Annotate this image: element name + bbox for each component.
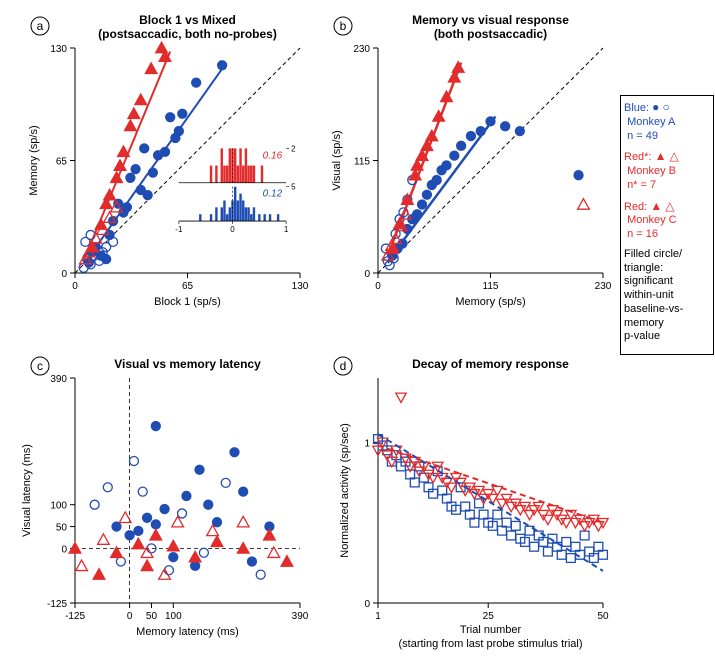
svg-text:0: 0: [61, 269, 67, 280]
svg-text:0: 0: [364, 269, 370, 280]
svg-text:390: 390: [50, 374, 67, 385]
svg-text:5: 5: [291, 183, 296, 192]
svg-text:390: 390: [292, 611, 309, 622]
svg-text:b: b: [340, 19, 347, 33]
svg-text:2: 2: [291, 144, 296, 153]
legend-redstar-n: n* = 7: [627, 179, 656, 191]
svg-text:Memory latency (ms): Memory latency (ms): [136, 626, 239, 638]
svg-text:-125: -125: [47, 599, 67, 610]
legend-redstar-monkey: Monkey B: [627, 165, 676, 177]
circle-open-icon: ○: [662, 100, 669, 114]
legend-red-monkey: Monkey C: [627, 214, 677, 226]
svg-text:Visual (sp/s): Visual (sp/s): [331, 130, 343, 190]
svg-text:1: 1: [364, 438, 370, 449]
svg-text:115: 115: [483, 281, 499, 292]
svg-text:25: 25: [483, 611, 495, 622]
svg-text:0: 0: [230, 225, 235, 234]
svg-text:1: 1: [284, 225, 289, 234]
svg-text:130: 130: [50, 44, 67, 55]
tri-open-icon: △: [665, 199, 674, 213]
svg-text:65: 65: [56, 157, 68, 168]
svg-text:0: 0: [127, 611, 133, 622]
svg-text:0.16: 0.16: [263, 150, 283, 161]
svg-text:Memory vs visual response: Memory vs visual response: [412, 13, 569, 27]
svg-text:(postsaccadic, both no-probes): (postsaccadic, both no-probes): [98, 27, 277, 41]
svg-text:Normalized activity (sp/sec): Normalized activity (sp/sec): [339, 423, 351, 557]
svg-text:Block 1 (sp/s): Block 1 (sp/s): [154, 296, 221, 308]
legend-red-label: Red:: [624, 201, 647, 213]
svg-text:Memory (sp/s): Memory (sp/s): [28, 125, 40, 195]
svg-text:Decay of memory response: Decay of memory response: [412, 357, 569, 371]
svg-text:Visual latency (ms): Visual latency (ms): [21, 444, 33, 537]
tri-filled-star-icon: ▲: [655, 149, 667, 163]
svg-text:a: a: [37, 19, 44, 33]
svg-text:65: 65: [182, 281, 194, 292]
svg-text:0: 0: [72, 281, 78, 292]
svg-text:Block 1 vs Mixed: Block 1 vs Mixed: [139, 13, 236, 27]
svg-text:Memory (sp/s): Memory (sp/s): [455, 296, 525, 308]
svg-text:50: 50: [597, 611, 609, 622]
svg-text:1: 1: [375, 611, 381, 622]
circle-filled-icon: ●: [652, 100, 659, 114]
svg-text:d: d: [340, 359, 347, 373]
tri-open-star-icon: △: [670, 149, 679, 163]
svg-text:0: 0: [61, 544, 67, 555]
legend-filled-note: Filled circle/ triangle: significant wit…: [624, 248, 710, 344]
svg-text:-1: -1: [175, 225, 183, 234]
legend-box: Blue: ● ○ Monkey A n = 49 Red*: ▲ △ Monk…: [620, 95, 714, 355]
svg-text:c: c: [37, 359, 43, 373]
svg-text:230: 230: [595, 281, 612, 292]
svg-text:-125: -125: [65, 611, 85, 622]
svg-text:115: 115: [354, 157, 370, 168]
legend-redstar-label: Red*:: [624, 151, 652, 163]
legend-blue-n: n = 49: [627, 130, 658, 142]
svg-text:0: 0: [375, 281, 381, 292]
svg-text:(both postsaccadic): (both postsaccadic): [434, 27, 547, 41]
svg-text:(starting from last probe stim: (starting from last probe stimulus trial…: [399, 638, 583, 650]
figure-svg: a Block 1 vs Mixed(postsaccadic, both no-…: [0, 0, 715, 664]
svg-text:Trial number: Trial number: [460, 624, 522, 636]
svg-text:Visual vs memory latency: Visual vs memory latency: [114, 357, 261, 371]
legend-redstar: Red*: ▲ △ Monkey B n* = 7: [624, 149, 710, 192]
tri-filled-icon: ▲: [650, 199, 662, 213]
svg-text:230: 230: [353, 44, 370, 55]
svg-text:100: 100: [50, 501, 67, 512]
legend-blue-label: Blue:: [624, 102, 649, 114]
svg-text:130: 130: [292, 281, 309, 292]
legend-red: Red: ▲ △ Monkey C n = 16: [624, 199, 710, 242]
legend-blue: Blue: ● ○ Monkey A n = 49: [624, 100, 710, 143]
legend-blue-monkey: Monkey A: [627, 116, 675, 128]
svg-text:50: 50: [56, 523, 68, 534]
svg-text:50: 50: [146, 611, 158, 622]
svg-text:100: 100: [165, 611, 182, 622]
svg-text:0.12: 0.12: [263, 189, 283, 200]
svg-text:0: 0: [364, 599, 370, 610]
legend-red-n: n = 16: [627, 228, 658, 240]
